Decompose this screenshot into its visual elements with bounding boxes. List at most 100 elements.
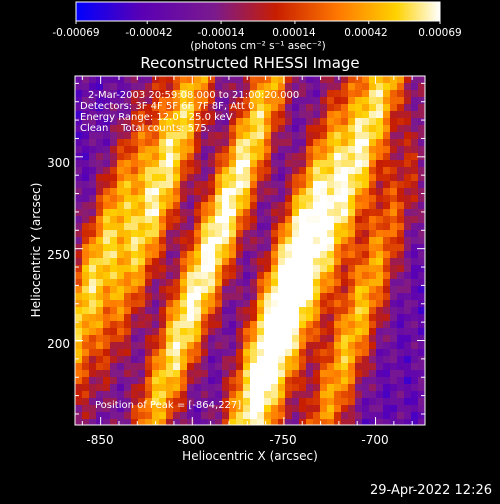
heatmap-cell <box>208 188 216 196</box>
heatmap-cell <box>376 328 384 336</box>
heatmap-cell <box>264 356 272 364</box>
heatmap-cell <box>187 342 195 350</box>
heatmap-cell <box>278 97 286 105</box>
heatmap-cell <box>411 237 419 245</box>
heatmap-cell <box>299 293 307 301</box>
heatmap-cell <box>173 335 181 343</box>
heatmap-cell <box>397 125 405 133</box>
heatmap-cell <box>271 349 279 357</box>
heatmap-cell <box>411 314 419 322</box>
heatmap-cell <box>236 279 244 287</box>
heatmap-cell <box>320 384 328 392</box>
heatmap-cell <box>96 230 104 238</box>
heatmap-cell <box>159 398 167 406</box>
heatmap-cell <box>159 363 167 371</box>
heatmap-cell <box>418 195 425 203</box>
heatmap-cell <box>82 167 90 175</box>
heatmap-cell <box>110 258 118 266</box>
heatmap-cell <box>341 335 349 343</box>
heatmap-cell <box>369 314 377 322</box>
heatmap-cell <box>341 216 349 224</box>
heatmap-cell <box>306 202 314 210</box>
heatmap-cell <box>292 90 300 98</box>
heatmap-cell <box>103 139 111 147</box>
heatmap-cell <box>145 356 153 364</box>
heatmap-cell <box>187 223 195 231</box>
heatmap-cell <box>390 321 398 329</box>
heatmap-cell <box>369 349 377 357</box>
heatmap-cell <box>257 195 265 203</box>
heatmap-cell <box>89 76 97 84</box>
heatmap-cell <box>327 335 335 343</box>
heatmap-cell <box>334 412 342 420</box>
heatmap-cell <box>313 307 321 315</box>
heatmap-cell <box>215 265 223 273</box>
heatmap-cell <box>117 153 125 161</box>
heatmap-cell <box>138 216 146 224</box>
heatmap-cell <box>390 293 398 301</box>
heatmap-cell <box>327 265 335 273</box>
heatmap-cell <box>243 300 251 308</box>
heatmap-cell <box>117 286 125 294</box>
heatmap-cell <box>411 370 419 378</box>
heatmap-cell <box>110 335 118 343</box>
heatmap-cell <box>173 132 181 140</box>
heatmap-cell <box>362 83 370 91</box>
heatmap-cell <box>208 279 216 287</box>
heatmap-cell <box>362 181 370 189</box>
heatmap-cell <box>376 419 384 425</box>
heatmap-cell <box>215 216 223 224</box>
heatmap-cell <box>383 188 391 196</box>
heatmap-cell <box>75 307 83 315</box>
heatmap-cell <box>103 237 111 245</box>
heatmap-cell <box>180 377 188 385</box>
heatmap-cell <box>285 202 293 210</box>
heatmap-cell <box>376 97 384 105</box>
heatmap-cell <box>103 300 111 308</box>
heatmap-cell <box>96 258 104 266</box>
heatmap-cell <box>418 118 425 126</box>
heatmap-cell <box>313 216 321 224</box>
heatmap-cell <box>208 104 216 112</box>
heatmap-cell <box>75 174 83 182</box>
heatmap-cell <box>229 83 237 91</box>
heatmap-cell <box>124 223 132 231</box>
heatmap-cell <box>257 391 265 399</box>
heatmap-cell <box>166 356 174 364</box>
heatmap-cell <box>383 258 391 266</box>
heatmap-cell <box>278 223 286 231</box>
heatmap-cell <box>229 174 237 182</box>
colorbar-tick-label: 0.00069 <box>418 27 461 39</box>
heatmap-cell <box>341 97 349 105</box>
heatmap-cell <box>229 314 237 322</box>
heatmap-cell <box>348 132 356 140</box>
heatmap-cell <box>208 181 216 189</box>
heatmap-cell <box>418 90 425 98</box>
heatmap-cell <box>117 405 125 413</box>
heatmap-cell <box>411 160 419 168</box>
heatmap-cell <box>173 412 181 420</box>
heatmap-cell <box>208 300 216 308</box>
heatmap-cell <box>320 90 328 98</box>
heatmap-cell <box>299 181 307 189</box>
heatmap-cell <box>355 139 363 147</box>
heatmap-cell <box>75 391 83 399</box>
heatmap-cell <box>131 321 139 329</box>
heatmap-cell <box>124 314 132 322</box>
heatmap-cell <box>327 391 335 399</box>
heatmap-cell <box>243 286 251 294</box>
heatmap-cell <box>222 174 230 182</box>
heatmap-cell <box>264 237 272 245</box>
heatmap-cell <box>124 377 132 385</box>
heatmap-cell <box>418 244 425 252</box>
heatmap-cell <box>341 384 349 392</box>
heatmap-cell <box>208 251 216 259</box>
heatmap-cell <box>215 83 223 91</box>
heatmap-cell <box>334 398 342 406</box>
heatmap-cell <box>75 181 83 189</box>
heatmap-cell <box>145 237 153 245</box>
heatmap-cell <box>166 202 174 210</box>
heatmap-cell <box>103 314 111 322</box>
heatmap-cell <box>208 335 216 343</box>
heatmap-cell <box>124 76 132 84</box>
